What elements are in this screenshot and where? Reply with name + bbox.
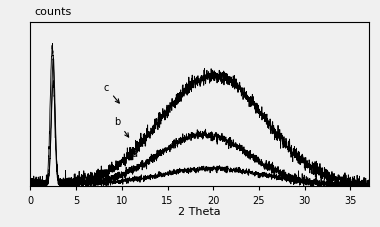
X-axis label: 2 Theta: 2 Theta (178, 207, 221, 216)
Text: c: c (103, 83, 119, 104)
Text: b: b (114, 117, 129, 138)
Text: a: a (131, 149, 142, 167)
Text: counts: counts (34, 7, 71, 17)
